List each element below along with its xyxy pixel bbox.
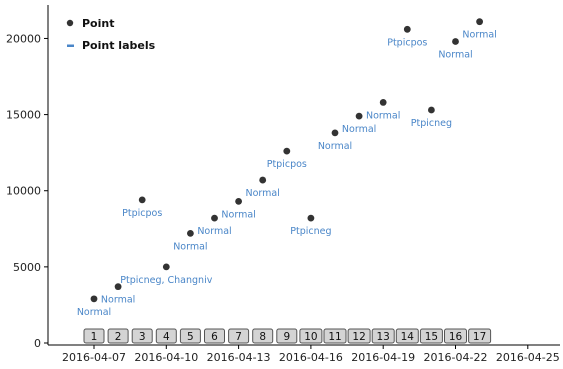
data-point [331, 129, 339, 137]
index-box [131, 328, 153, 344]
data-point [307, 214, 315, 222]
y-tick-label: 10000 [6, 185, 41, 198]
data-point [452, 38, 459, 45]
index-box [395, 328, 419, 344]
y-tick-label: 0 [34, 337, 41, 350]
index-box [204, 328, 225, 344]
index-box-label: 10 [304, 331, 317, 343]
index-box-label: 9 [283, 331, 290, 343]
data-point [235, 197, 243, 205]
data-point [138, 196, 146, 204]
data-point [476, 18, 483, 26]
data-point [211, 214, 218, 222]
legend-label-marker [67, 44, 74, 47]
index-box [347, 328, 371, 344]
index-box-label: 16 [449, 331, 463, 343]
data-point-label: Normal [438, 50, 472, 61]
data-point [187, 229, 194, 237]
data-point [162, 263, 170, 271]
data-point [90, 295, 98, 303]
data-point [114, 283, 122, 291]
y-tick-label: 5000 [13, 261, 41, 274]
index-box [83, 328, 105, 344]
index-box-label: 14 [401, 331, 415, 343]
data-point-label: Normal [77, 307, 111, 318]
data-point-label: Normal [366, 110, 400, 121]
data-point [283, 147, 291, 155]
index-box-label: 4 [163, 331, 170, 343]
index-box-label: 8 [259, 331, 266, 343]
legend: Point Point labels [66, 17, 156, 52]
y-ticks: 0 5000 10000 15000 20000 [6, 32, 48, 350]
x-tick-label: 2016-04-25 [496, 351, 560, 364]
index-box-label: 6 [211, 331, 218, 343]
data-point-label: Ptpicpos [267, 159, 307, 170]
data-point [403, 25, 411, 33]
x-tick-label: 2016-04-10 [134, 351, 198, 364]
legend-point-label: Point [82, 17, 114, 30]
index-box-label: 2 [115, 331, 122, 343]
data-point [355, 112, 363, 120]
index-box-label: 11 [328, 331, 341, 343]
index-box-label: 12 [352, 331, 365, 343]
data-point-label: Normal [462, 30, 496, 41]
index-box [299, 328, 323, 344]
data-point-label: Normal [342, 124, 376, 135]
data-point-label: Normal [318, 141, 352, 152]
index-box-label: 15 [425, 331, 438, 343]
axes [47, 5, 560, 346]
y-tick-label: 20000 [6, 32, 41, 45]
index-box [228, 328, 250, 344]
legend-label-label: Point labels [82, 39, 156, 52]
index-box [179, 328, 201, 344]
data-point-label: Ptpicneg, Changniv [120, 275, 212, 286]
index-box-label: 3 [139, 331, 146, 343]
index-box [419, 328, 443, 344]
data-point-label: Ptpicpos [387, 37, 427, 48]
index-box [276, 328, 298, 344]
index-box-label: 13 [377, 331, 390, 343]
data-point-label: Normal [173, 241, 207, 252]
index-box [155, 328, 177, 344]
data-point [259, 176, 267, 184]
index-box [252, 328, 274, 344]
data-point-label: Ptpicneg [411, 118, 452, 129]
y-tick-label: 15000 [6, 109, 41, 122]
index-box [107, 328, 129, 344]
data-point [428, 106, 435, 114]
index-box-label: 17 [473, 331, 486, 343]
data-point [379, 99, 387, 106]
x-ticks: 2016-04-07 2016-04-10 2016-04-13 2016-04-16… [62, 345, 560, 364]
legend-point-marker [66, 19, 74, 27]
x-tick-label: 2016-04-07 [62, 351, 126, 364]
index-box-label: 7 [235, 331, 242, 343]
x-tick-label: 2016-04-22 [424, 351, 488, 364]
x-tick-label: 2016-04-13 [207, 351, 271, 364]
index-box [371, 328, 395, 344]
index-boxes: 1 2 3 4 5 6 7 8 9 10 11 12 13 14 15 16 17 [83, 328, 492, 344]
index-box-label: 1 [91, 331, 98, 343]
data-point-label: Ptpicneg [290, 226, 331, 237]
x-tick-label: 2016-04-16 [279, 351, 343, 364]
index-box [323, 328, 347, 344]
index-box-label: 5 [187, 331, 194, 343]
points [90, 18, 483, 303]
data-point-label: Normal [197, 226, 231, 237]
data-point-label: Normal [221, 209, 255, 220]
data-point-label: Ptpicpos [122, 208, 162, 219]
x-tick-label: 2016-04-19 [351, 351, 415, 364]
data-point-label: Normal [246, 188, 280, 199]
data-point-label: Normal [101, 295, 135, 306]
index-box [468, 328, 492, 344]
index-box [444, 328, 467, 344]
